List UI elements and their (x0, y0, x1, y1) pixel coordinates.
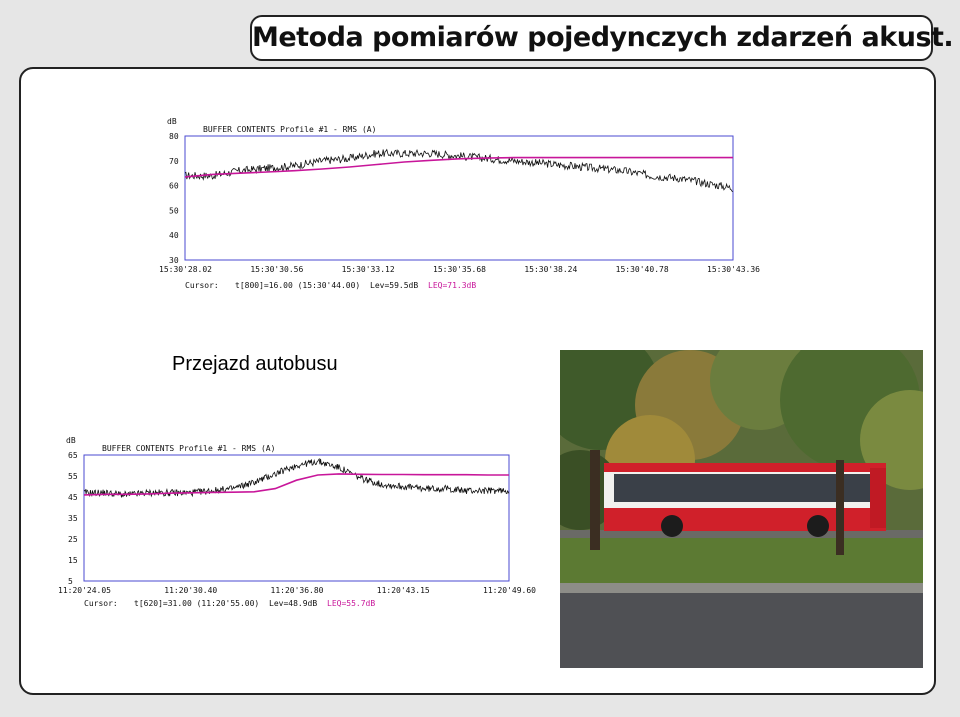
sound-level-chart-1: dB BUFFER CONTENTS Profile #1 - RMS (A) 80… (159, 117, 760, 290)
chart-header: BUFFER CONTENTS Profile #1 - RMS (A) (203, 125, 376, 134)
cursor-label: Cursor: (185, 281, 219, 290)
x-tick-label: 15:30'35.68 (433, 265, 486, 274)
y-tick-label: 40 (169, 231, 179, 240)
photo-road-front (560, 593, 923, 668)
x-tick-label: 11:20'49.60 (483, 586, 536, 595)
slide-title-box: Metoda pomiarów pojedynczych zdarzeń aku… (250, 15, 954, 61)
x-tick-label: 11:20'30.40 (164, 586, 217, 595)
cursor-value: t[800]=16.00 (15:30'44.00) (235, 281, 360, 290)
leq-line (184, 156, 733, 178)
y-tick-label: 30 (169, 256, 179, 265)
photo-tree-trunk (836, 460, 844, 555)
x-tick-label: 15:30'33.12 (342, 265, 395, 274)
bus-front (870, 468, 886, 528)
x-tick-label: 15:30'28.02 (159, 265, 212, 274)
chart-header: BUFFER CONTENTS Profile #1 - RMS (A) (102, 444, 275, 453)
x-tick-label: 11:20'43.15 (377, 586, 430, 595)
plot-frame (83, 454, 510, 582)
x-tick-label: 15:30'38.24 (524, 265, 577, 274)
bus-photo (540, 330, 960, 668)
cursor-value: t[620]=31.00 (11:20'55.00) (134, 599, 259, 608)
measured-level-line (83, 457, 510, 498)
y-tick-label: 60 (169, 182, 179, 191)
x-tick-label: 11:20'36.80 (271, 586, 324, 595)
x-tick-label: 15:30'30.56 (250, 265, 303, 274)
y-tick-label: 15 (68, 556, 78, 565)
y-tick-label: 45 (68, 493, 78, 502)
leq-value: LEQ=71.3dB (428, 281, 476, 290)
y-unit-label: dB (66, 436, 76, 445)
lev-value: Lev=59.5dB (370, 281, 418, 290)
plot-frame (184, 135, 734, 261)
x-tick-label: 11:20'24.05 (58, 586, 111, 595)
y-tick-label: 55 (68, 472, 78, 481)
x-tick-label: 15:30'40.78 (616, 265, 669, 274)
bus-wheel (807, 515, 829, 537)
y-tick-label: 35 (68, 514, 78, 523)
leq-line (83, 473, 509, 496)
chart-panel-1: dB BUFFER CONTENTS Profile #1 - RMS (A) 80… (143, 107, 768, 325)
cursor-label: Cursor: (84, 599, 118, 608)
bus-wheel (661, 515, 683, 537)
caption-bus-pass: Przejazd autobusu (172, 353, 338, 375)
bus-roof-stripe (604, 463, 886, 472)
measured-level-line (184, 148, 734, 192)
bus-windows (614, 474, 876, 502)
photo-tree-trunk (590, 450, 600, 550)
y-tick-label: 50 (169, 206, 179, 215)
x-tick-label: 15:30'43.36 (707, 265, 760, 274)
photo-grass (560, 538, 923, 583)
y-tick-label: 70 (169, 157, 179, 166)
leq-value: LEQ=55.7dB (327, 599, 375, 608)
y-tick-label: 65 (68, 451, 78, 460)
lev-value: Lev=48.9dB (269, 599, 317, 608)
chart-panel-2: dB BUFFER CONTENTS Profile #1 - RMS (A) 65… (42, 426, 543, 644)
sound-level-chart-2: dB BUFFER CONTENTS Profile #1 - RMS (A) 65… (58, 436, 536, 608)
y-tick-label: 25 (68, 535, 78, 544)
y-tick-label: 5 (68, 577, 73, 586)
y-tick-label: 80 (169, 132, 179, 141)
bus-photo-image (540, 330, 960, 668)
y-unit-label: dB (167, 117, 177, 126)
slide-title: Metoda pomiarów pojedynczych zdarzeń aku… (252, 22, 954, 53)
photo-curb (560, 583, 923, 593)
